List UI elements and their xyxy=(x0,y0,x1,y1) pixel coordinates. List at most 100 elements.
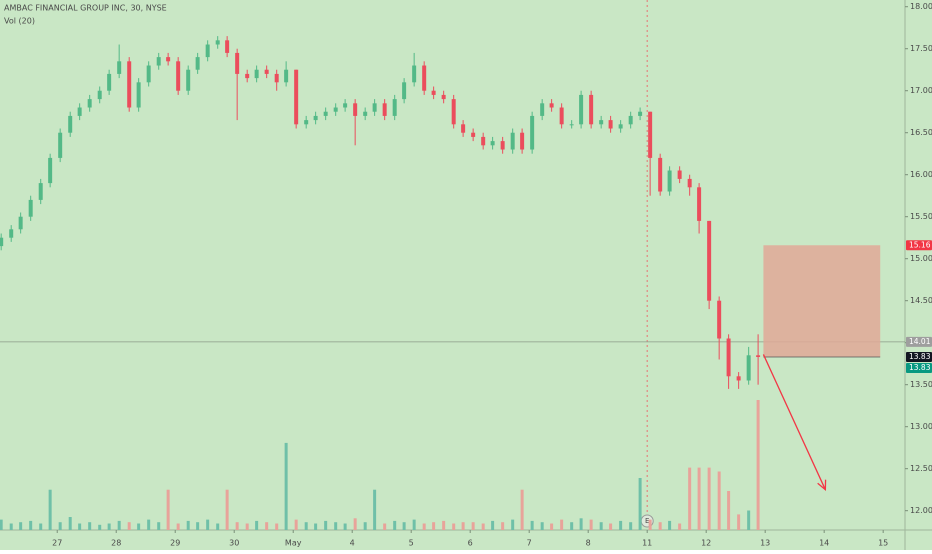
candle-body xyxy=(638,111,643,116)
volume-bar xyxy=(520,489,524,530)
candle-body xyxy=(530,115,535,150)
volume-bar xyxy=(412,519,416,530)
x-tick-label: 29 xyxy=(170,539,180,548)
volume-bar xyxy=(255,520,259,530)
candle-body xyxy=(697,187,702,221)
candle-body xyxy=(540,103,545,116)
volume-bar xyxy=(393,520,397,530)
candle-body xyxy=(195,57,200,70)
volume-bar xyxy=(570,522,574,530)
candle-body xyxy=(677,170,682,179)
y-tick-label: 14.50 xyxy=(910,296,932,305)
candle-body xyxy=(304,120,309,125)
y-tick-label: 16.50 xyxy=(910,128,932,137)
candle-body xyxy=(579,94,584,125)
candle-body xyxy=(608,120,613,129)
earnings-label: E xyxy=(645,517,649,525)
candle-body xyxy=(658,157,663,192)
volume-bar xyxy=(747,510,751,530)
volume-bar xyxy=(530,520,534,530)
x-tick-label: 27 xyxy=(52,539,62,548)
volume-bar xyxy=(658,522,662,530)
target-box xyxy=(763,245,881,357)
volume-bar xyxy=(196,522,200,530)
volume-bar xyxy=(579,518,583,530)
candle-body xyxy=(422,65,427,91)
candle-body xyxy=(343,103,348,108)
volume-bar xyxy=(127,522,131,530)
volume-bar xyxy=(688,467,692,530)
volume-bar xyxy=(147,519,151,530)
candle-body xyxy=(58,132,63,158)
volume-bar xyxy=(137,523,141,530)
volume-bar xyxy=(294,519,298,530)
y-tick-label: 13.50 xyxy=(910,380,932,389)
volume-bar xyxy=(186,520,190,530)
volume-bar xyxy=(668,520,672,530)
candle-body xyxy=(136,82,141,108)
candle-body xyxy=(294,69,299,125)
candle-body xyxy=(382,103,387,116)
candle-body xyxy=(372,103,377,112)
candle-body xyxy=(323,111,328,116)
candle-body xyxy=(254,69,259,79)
x-tick-label: 15 xyxy=(878,539,888,548)
candle-body xyxy=(500,141,505,150)
volume-bar xyxy=(737,514,741,530)
volume-bar xyxy=(29,520,33,530)
volume-bar xyxy=(629,522,633,530)
candle-body xyxy=(510,132,515,150)
volume-bar xyxy=(0,519,3,530)
volume-bar xyxy=(589,519,593,530)
x-tick-label: 8 xyxy=(586,539,591,548)
candle-body xyxy=(235,52,240,74)
price-tag xyxy=(906,351,932,362)
volume-bar xyxy=(343,523,347,530)
candle-body xyxy=(481,136,486,146)
candle-body xyxy=(726,338,731,377)
volume-bar xyxy=(206,519,210,530)
candle-body xyxy=(215,40,220,45)
volume-bar xyxy=(461,522,465,530)
candle-body xyxy=(667,170,672,192)
y-tick-label: 13.00 xyxy=(910,422,932,431)
volume-bar xyxy=(363,522,367,530)
volume-bar xyxy=(442,520,446,530)
candle-body xyxy=(87,99,92,108)
price-tag-label: 13.83 xyxy=(909,363,931,372)
candle-body xyxy=(746,355,751,381)
volume-bar xyxy=(383,523,387,530)
volume-bar xyxy=(422,523,426,530)
candle-body xyxy=(353,103,358,116)
x-tick-label: 4 xyxy=(350,539,355,548)
candle-body xyxy=(117,61,122,74)
candle-body xyxy=(471,132,476,137)
volume-bar xyxy=(432,522,436,530)
candle-body xyxy=(28,199,33,217)
volume-bar xyxy=(88,522,92,530)
candle-body xyxy=(707,220,712,301)
volume-bar xyxy=(550,523,554,530)
volume-bar xyxy=(9,523,13,530)
y-tick-label: 12.00 xyxy=(910,506,932,515)
candle-body xyxy=(559,107,564,125)
y-tick-label: 12.50 xyxy=(910,464,932,473)
candle-body xyxy=(9,229,14,238)
arrow-head xyxy=(817,479,827,492)
candle-body xyxy=(313,115,318,121)
candle-body xyxy=(451,99,456,125)
candle-body xyxy=(756,355,761,357)
candle-body xyxy=(225,40,230,53)
volume-bar xyxy=(265,522,269,530)
candle-body xyxy=(441,94,446,100)
volume-bar xyxy=(678,523,682,530)
candle-body xyxy=(18,216,23,230)
candle-body xyxy=(48,157,53,184)
candle-body xyxy=(569,124,574,126)
candle-body xyxy=(717,300,722,339)
volume-bar xyxy=(697,467,701,530)
volume-bar xyxy=(107,523,111,530)
candle-body xyxy=(736,376,741,381)
candle-body xyxy=(392,99,397,116)
arrow xyxy=(762,354,826,490)
